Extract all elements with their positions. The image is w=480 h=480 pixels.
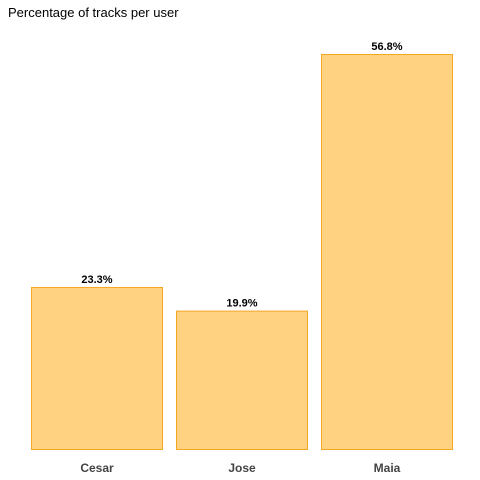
bar-jose xyxy=(176,310,308,450)
bar-maia xyxy=(321,54,453,450)
value-label-cesar: 23.3% xyxy=(81,274,112,286)
value-label-jose: 19.9% xyxy=(226,298,257,310)
bar-cesar xyxy=(31,286,163,450)
chart-title: Percentage of tracks per user xyxy=(8,5,179,20)
category-label-jose: Jose xyxy=(228,461,256,475)
value-label-maia: 56.8% xyxy=(371,41,402,53)
category-label-cesar: Cesar xyxy=(80,461,114,475)
category-label-maia: Maia xyxy=(374,461,401,475)
